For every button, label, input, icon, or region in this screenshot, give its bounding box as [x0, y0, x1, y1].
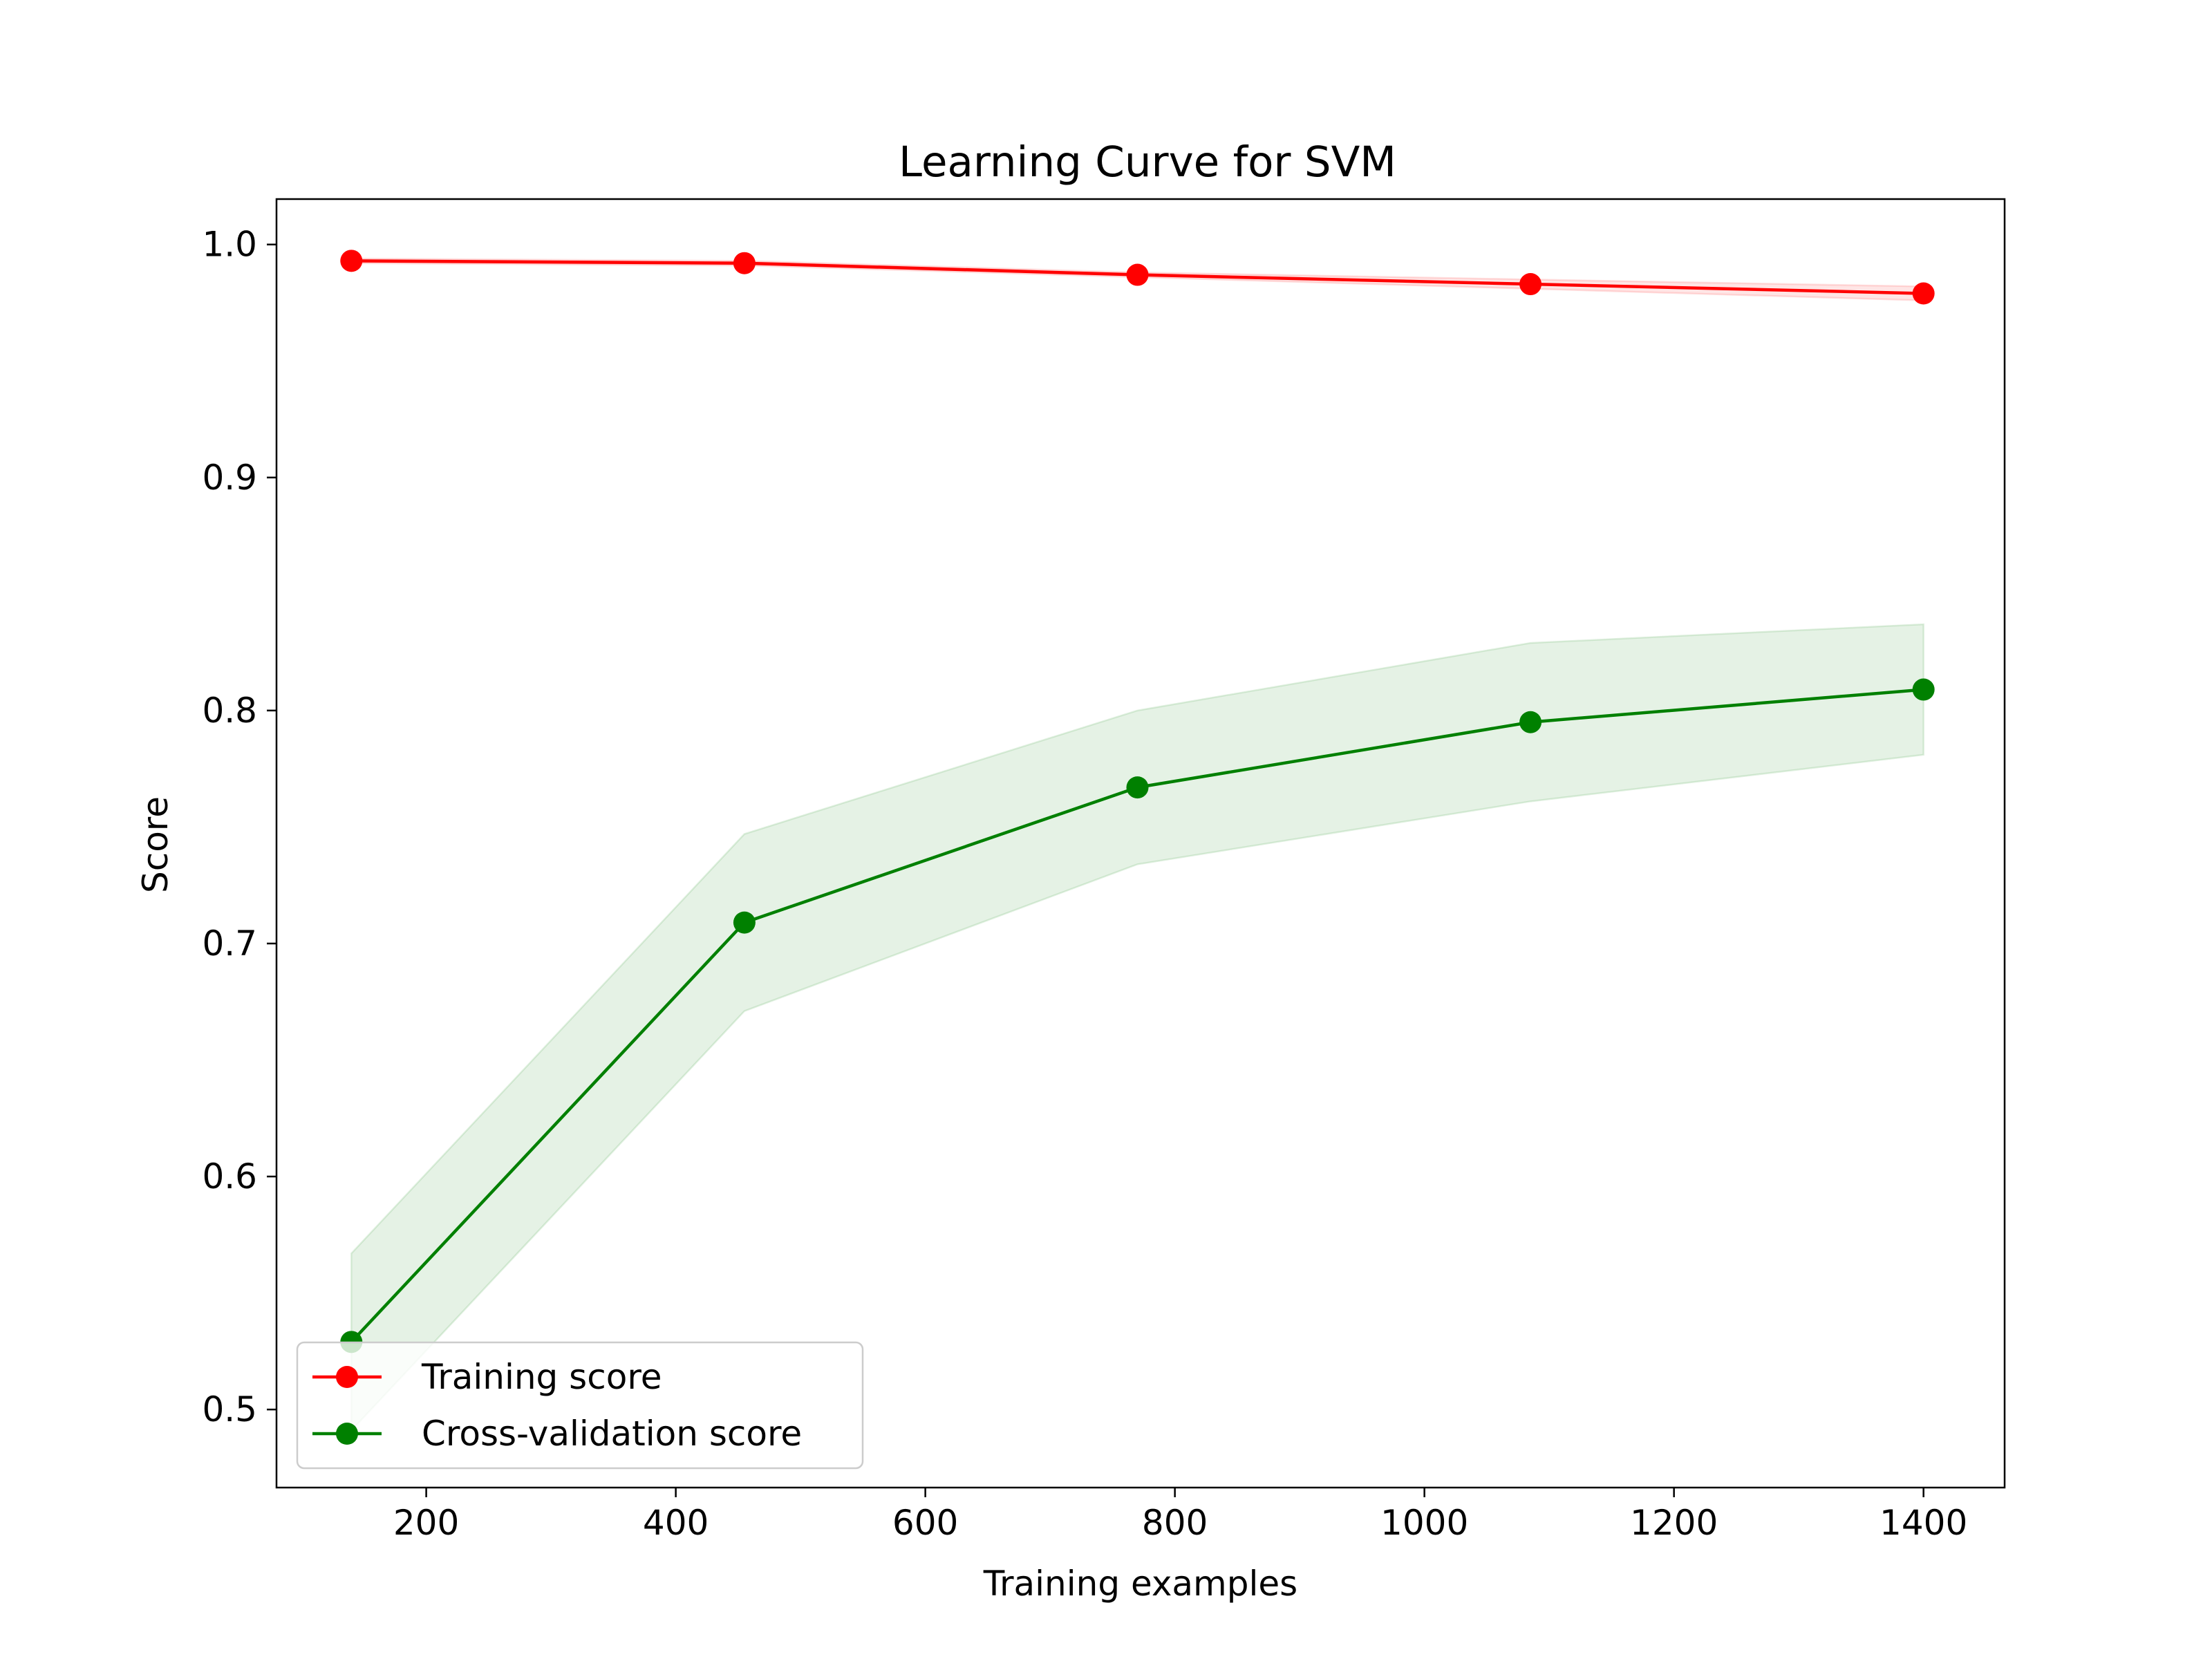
x-tick-label: 200 — [393, 1503, 459, 1543]
x-tick-label: 1400 — [1880, 1503, 1967, 1543]
x-tick-label: 1200 — [1630, 1503, 1718, 1543]
x-tick-label: 400 — [643, 1503, 709, 1543]
legend: Training score Cross-validation score — [296, 1341, 864, 1470]
legend-training-score-label: Training score — [421, 1357, 662, 1397]
cross-validation-score-point — [1126, 776, 1149, 799]
x-axis-label: Training examples — [983, 1564, 1297, 1604]
y-tick-label: 0.6 — [202, 1156, 257, 1197]
training-score-point — [733, 252, 756, 274]
legend-training-score-marker — [336, 1366, 358, 1388]
legend-entries: Training score Cross-validation score — [312, 1357, 802, 1454]
cross-validation-score-point — [1519, 711, 1542, 733]
training-score-point — [340, 250, 363, 272]
x-tick-label: 600 — [892, 1503, 958, 1543]
legend-cross-validation-score-label: Cross-validation score — [422, 1414, 802, 1454]
legend-cross-validation-score-marker — [336, 1423, 358, 1445]
y-tick-label: 1.0 — [202, 225, 257, 265]
training-score-point — [1912, 282, 1935, 305]
x-tick-label: 1000 — [1380, 1503, 1468, 1543]
y-axis-ticks: 0.5 0.6 0.7 0.8 0.9 1.0 — [202, 225, 276, 1430]
y-tick-label: 0.8 — [202, 691, 257, 731]
legend-box — [296, 1341, 864, 1470]
training-score-point — [1519, 273, 1542, 296]
series-points — [340, 250, 1935, 1353]
x-axis-ticks: 200 400 600 800 1000 1200 1400 — [393, 1488, 1967, 1543]
y-tick-label: 0.5 — [202, 1389, 257, 1430]
cross-validation-score-point — [733, 911, 756, 934]
plot-frame — [275, 198, 2006, 1489]
y-axis-label: Score — [135, 796, 176, 893]
training-score-point — [1126, 263, 1149, 286]
y-tick-label: 0.9 — [202, 458, 257, 498]
y-tick-label: 0.7 — [202, 924, 257, 964]
cross-validation-score-point — [1912, 678, 1935, 701]
chart-title: Learning Curve for SVM — [899, 138, 1396, 187]
x-tick-label: 800 — [1142, 1503, 1208, 1543]
